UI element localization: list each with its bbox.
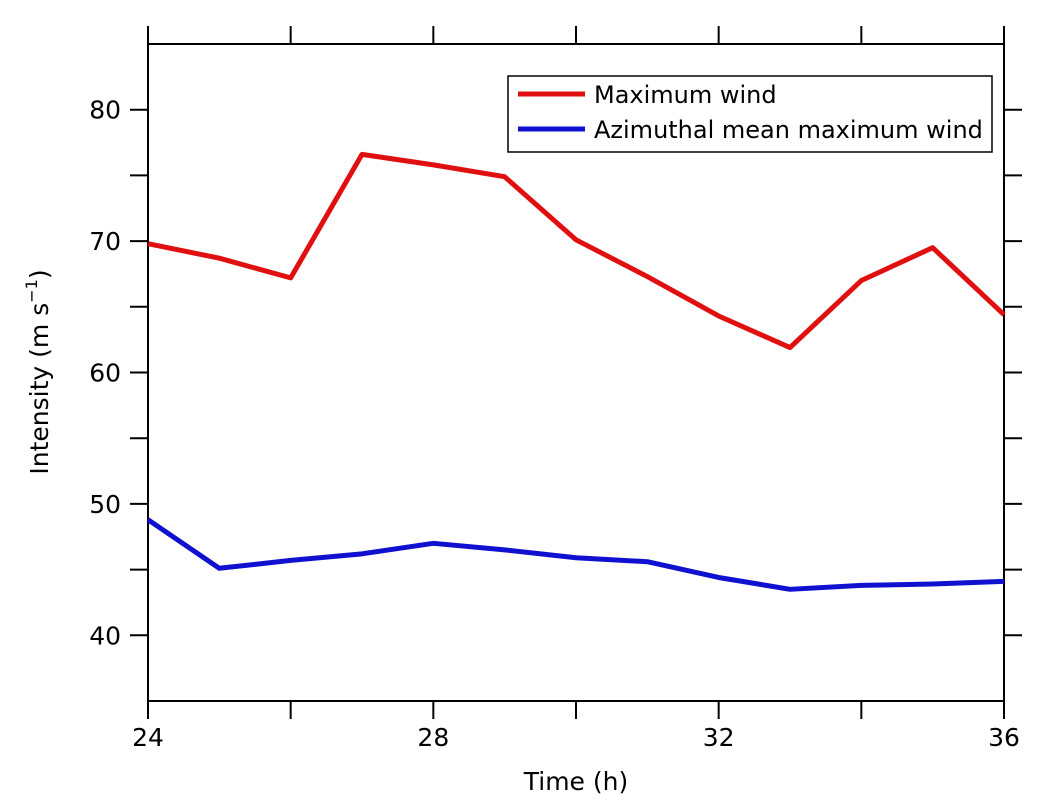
y-axis-label: Intensity (m s−1): [22, 269, 54, 474]
x-axis-label: Time (h): [523, 767, 628, 796]
x-tick-label: 24: [132, 723, 164, 752]
series-line-0: [148, 154, 1004, 347]
legend: Maximum wind Azimuthal mean maximum wind: [508, 76, 992, 152]
x-tick-label: 28: [417, 723, 449, 752]
y-tick-label: 50: [89, 490, 121, 519]
y-tick-label: 60: [89, 359, 121, 388]
y-tick-label: 80: [89, 96, 121, 125]
x-tick-label: 36: [988, 723, 1020, 752]
x-tick-label: 32: [703, 723, 735, 752]
legend-label-azimuthal-mean: Azimuthal mean maximum wind: [594, 116, 983, 144]
y-tick-label: 40: [89, 621, 121, 650]
legend-label-maximum-wind: Maximum wind: [594, 81, 777, 109]
y-tick-label: 70: [89, 227, 121, 256]
series-line-1: [148, 520, 1004, 590]
